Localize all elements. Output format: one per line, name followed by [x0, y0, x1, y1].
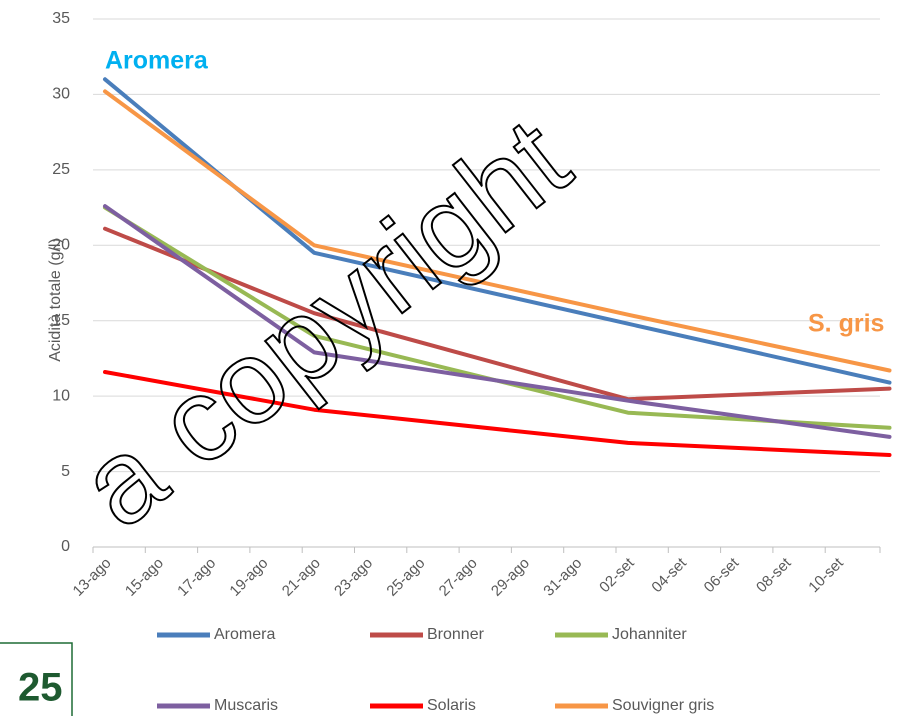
y-tick-label: 35	[52, 10, 70, 27]
legend-label: Muscaris	[214, 697, 278, 714]
series-line	[103, 204, 892, 439]
y-axis-label: Acidità totale (g/l)	[47, 238, 64, 362]
y-tick-label: 15	[52, 312, 70, 329]
legend-label: Aromera	[214, 626, 275, 643]
legend-label: Bronner	[427, 626, 485, 643]
badge: 25	[18, 666, 63, 710]
y-tick-label: 5	[61, 463, 70, 480]
series-line	[103, 370, 892, 457]
annotation: Aromera	[105, 47, 209, 75]
annotation: S. gris	[808, 310, 884, 338]
y-tick-label: 20	[52, 237, 70, 254]
y-tick-label: 25	[52, 161, 70, 178]
badge-box	[0, 642, 73, 716]
series-line	[103, 89, 892, 373]
y-tick-label: 30	[52, 86, 70, 103]
legend-label: Solaris	[427, 697, 476, 714]
y-tick-label: 10	[52, 387, 70, 404]
y-tick-label: 0	[61, 538, 70, 555]
legend-label: Johanniter	[612, 626, 687, 643]
legend-label: Souvigner gris	[612, 697, 714, 714]
